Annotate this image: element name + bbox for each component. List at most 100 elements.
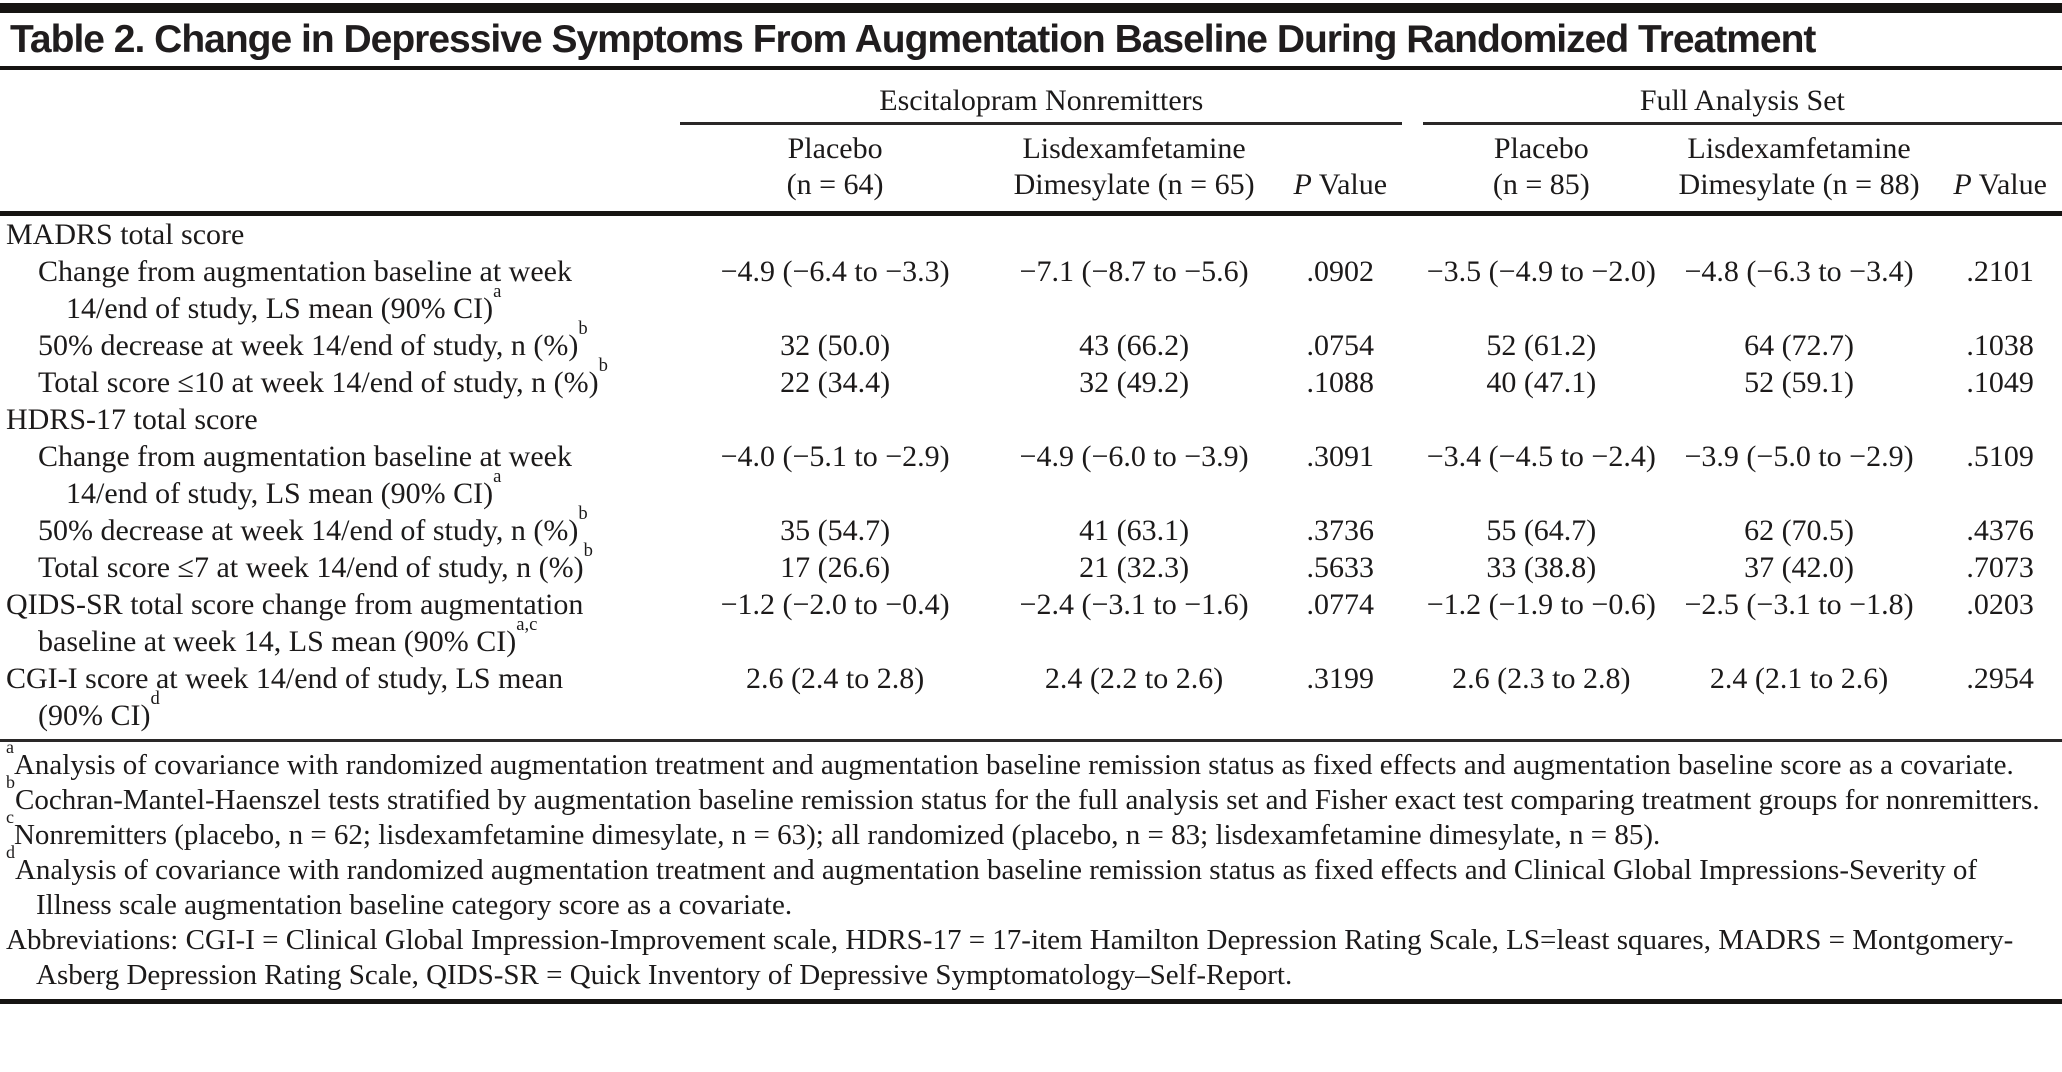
stub-spacer-cell (0, 70, 680, 124)
pvalue-italic-p: P (1953, 168, 1972, 201)
pvalue-cell: .5633 (1306, 551, 1375, 584)
data-cell: 52 (59.1) (1744, 366, 1855, 399)
data-cell: −3.9 (−5.0 to −2.9) (1684, 440, 1914, 473)
group-gap-cell (1402, 253, 1423, 327)
bottom-rule (0, 999, 2062, 1004)
data-cell: 32 (49.2) (1079, 366, 1190, 399)
empty-cells (680, 401, 2062, 438)
data-cell: 52 (61.2) (1486, 329, 1597, 362)
pvalue-cell: .7073 (1966, 551, 2034, 584)
pvalue-cell: .0203 (1966, 588, 2034, 621)
group-gap-cell (1402, 586, 1423, 660)
pvalue-cell: .1049 (1966, 366, 2034, 399)
column-header-placebo-nonremitters: Placebo (n = 64) (680, 123, 990, 216)
title-top-bar (0, 3, 2062, 13)
data-cell: 2.4 (2.1 to 2.6) (1709, 662, 1889, 695)
footnote: bCochran-Mantel-Haenszel tests stratifie… (6, 772, 2040, 816)
column-header-lisdexamfetamine-nonremitters: Lisdexamfetamine Dimesylate (n = 65) (989, 123, 1279, 216)
data-cell: 32 (50.0) (780, 329, 891, 362)
data-cell: −1.2 (−2.0 to −0.4) (720, 588, 950, 621)
data-cell: −2.5 (−3.1 to −1.8) (1684, 588, 1914, 621)
table-row: HDRS-17 total score (0, 401, 2062, 438)
group-gap-cell (1402, 660, 1423, 734)
pvalue-cell: .4376 (1966, 514, 2034, 547)
group-gap-cell (1402, 512, 1423, 549)
footnote: dAnalysis of covariance with randomized … (6, 842, 1978, 921)
data-cell: 22 (34.4) (780, 366, 891, 399)
table-row: Total score ≤7 at week 14/end of study, … (0, 539, 2062, 586)
data-cell: −3.5 (−4.9 to −2.0) (1426, 255, 1656, 288)
table-row: 50% decrease at week 14/end of study, n … (0, 504, 2062, 549)
superscript-marker: b (598, 354, 608, 376)
data-cell: −4.0 (−5.1 to −2.9) (720, 440, 950, 473)
group-gap-cell (1402, 364, 1423, 401)
table-header: Escitalopram Nonremitters Full Analysis … (0, 70, 2062, 216)
pvalue-cell: .3199 (1306, 662, 1375, 695)
data-cell: −4.9 (−6.0 to −3.9) (1019, 440, 1249, 473)
row-label: 50% decrease at week 14/end of study, n … (38, 317, 588, 362)
table-row: Total score ≤10 at week 14/end of study,… (0, 354, 2062, 401)
superscript-marker: b (583, 539, 593, 561)
data-cell: 55 (64.7) (1486, 514, 1597, 547)
group-gap-cell (1402, 549, 1423, 586)
empty-cells (680, 214, 2062, 254)
row-label: Total score ≤7 at week 14/end of study, … (38, 539, 593, 584)
row-label-wrap-line: (90% CI)d (38, 687, 160, 732)
group-header-row: Escitalopram Nonremitters Full Analysis … (0, 70, 2062, 125)
footnote-superscript: c (6, 807, 14, 828)
data-cell: −7.1 (−8.7 to −5.6) (1019, 255, 1249, 288)
row-label: Change from augmentation baseline at wee… (0, 438, 680, 512)
pvalue-cell: .2954 (1966, 662, 2034, 695)
row-label: Total score ≤10 at week 14/end of study,… (38, 354, 608, 399)
group-gap-cell (1402, 70, 1423, 124)
data-cell: −4.9 (−6.4 to −3.3) (720, 255, 950, 288)
column-header-row: Placebo (n = 64) Lisdexamfetamine Dimesyla… (0, 123, 2062, 216)
group-header-full-analysis-set: Full Analysis Set (1422, 70, 2062, 125)
row-label-wrap-line: 14/end of study, LS mean (90% CI)a (66, 280, 502, 325)
column-header-lisdexamfetamine-fas: Lisdexamfetamine Dimesylate (n = 88) (1659, 123, 1939, 216)
group-header-escitalopram-nonremitters: Escitalopram Nonremitters (680, 70, 1403, 125)
table-row: Change from augmentation baseline at wee… (0, 253, 2062, 327)
row-label: QIDS-SR total score change from augmenta… (0, 586, 680, 660)
table-row: MADRS total score (0, 214, 2062, 254)
data-cell: 41 (63.1) (1079, 514, 1190, 547)
row-label-wrap-line: 14/end of study, LS mean (90% CI)a (66, 465, 502, 510)
column-header-pvalue-fas: P Value (1938, 123, 2062, 216)
pvalue-italic-p: P (1293, 168, 1312, 201)
data-cell: 43 (66.2) (1079, 329, 1190, 362)
data-cell: 21 (32.3) (1079, 551, 1190, 584)
data-cell: 17 (26.6) (780, 551, 891, 584)
superscript-marker: a,c (516, 613, 538, 635)
data-cell: −1.2 (−1.9 to −0.6) (1426, 588, 1656, 621)
superscript-marker: a (493, 280, 502, 302)
pvalue-cell: .0902 (1306, 255, 1375, 288)
title-block: Table 2. Change in Depressive Symptoms F… (0, 13, 2062, 70)
table-row: 50% decrease at week 14/end of study, n … (0, 317, 2062, 364)
data-cell: 37 (42.0) (1744, 551, 1855, 584)
data-cell: 40 (47.1) (1486, 366, 1597, 399)
pvalue-cell: .3736 (1306, 514, 1375, 547)
footnote: aAnalysis of covariance with randomized … (6, 737, 2014, 781)
results-table: Escitalopram Nonremitters Full Analysis … (0, 70, 2062, 734)
pvalue-cell: .0754 (1306, 329, 1375, 362)
data-cell: 2.6 (2.4 to 2.8) (745, 662, 925, 695)
data-cell: 62 (70.5) (1744, 514, 1855, 547)
row-label: CGI-I score at week 14/end of study, LS … (0, 660, 680, 734)
footnotes: aAnalysis of covariance with randomized … (0, 737, 2062, 993)
footnote-superscript: d (6, 842, 15, 863)
footnote-superscript: a (6, 737, 14, 758)
data-cell: 64 (72.7) (1744, 329, 1855, 362)
data-cell: 33 (38.8) (1486, 551, 1597, 584)
table-body: MADRS total score Change from augmentatio… (0, 214, 2062, 735)
column-header-placebo-fas: Placebo (n = 85) (1422, 123, 1660, 216)
row-label-wrap-line: baseline at week 14, LS mean (90% CI)a,c (38, 613, 538, 658)
data-cell: −4.8 (−6.3 to −3.4) (1684, 255, 1914, 288)
pvalue-cell: .5109 (1966, 440, 2034, 473)
data-cell: 2.4 (2.2 to 2.6) (1044, 662, 1224, 695)
data-cell: 2.6 (2.3 to 2.8) (1452, 662, 1631, 695)
footnote-superscript: b (6, 772, 15, 793)
table-row: CGI-I score at week 14/end of study, LS … (0, 660, 2062, 734)
row-label: HDRS-17 total score (6, 403, 258, 436)
table-row: QIDS-SR total score change from augmenta… (0, 586, 2062, 660)
